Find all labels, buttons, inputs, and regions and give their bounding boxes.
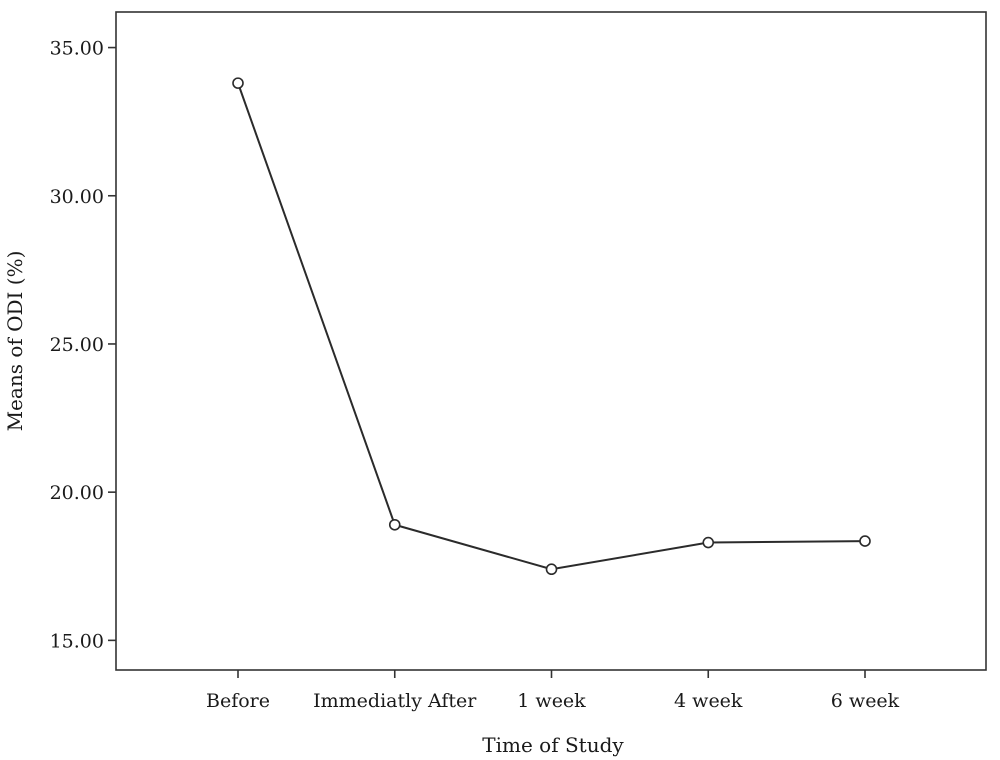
data-point: [388, 518, 401, 531]
x-tick-label: Immediatly After: [313, 690, 477, 712]
series-line: [237, 82, 866, 571]
y-tick-label: 15.00: [50, 630, 104, 652]
data-points: [232, 77, 871, 576]
x-axis-title: Time of Study: [482, 733, 624, 757]
data-point: [702, 536, 715, 549]
y-tick-label: 20.00: [50, 482, 104, 504]
x-tick-label: 1 week: [517, 690, 586, 712]
y-axis-title: Means of ODI (%): [3, 251, 27, 432]
y-tick-label: 35.00: [50, 38, 104, 60]
y-tick-label: 25.00: [50, 334, 104, 356]
data-point: [545, 563, 558, 576]
x-tick-label: Before: [206, 690, 270, 712]
x-axis: Before Immediatly After 1 week 4 week 6 week: [206, 670, 900, 712]
y-axis: 15.00 20.00 25.00 30.00 35.00: [50, 38, 116, 652]
data-point: [859, 535, 871, 547]
data-point: [232, 77, 244, 89]
x-tick-label: 6 week: [831, 690, 900, 712]
x-tick-label: 4 week: [674, 690, 743, 712]
y-tick-label: 30.00: [50, 186, 104, 208]
